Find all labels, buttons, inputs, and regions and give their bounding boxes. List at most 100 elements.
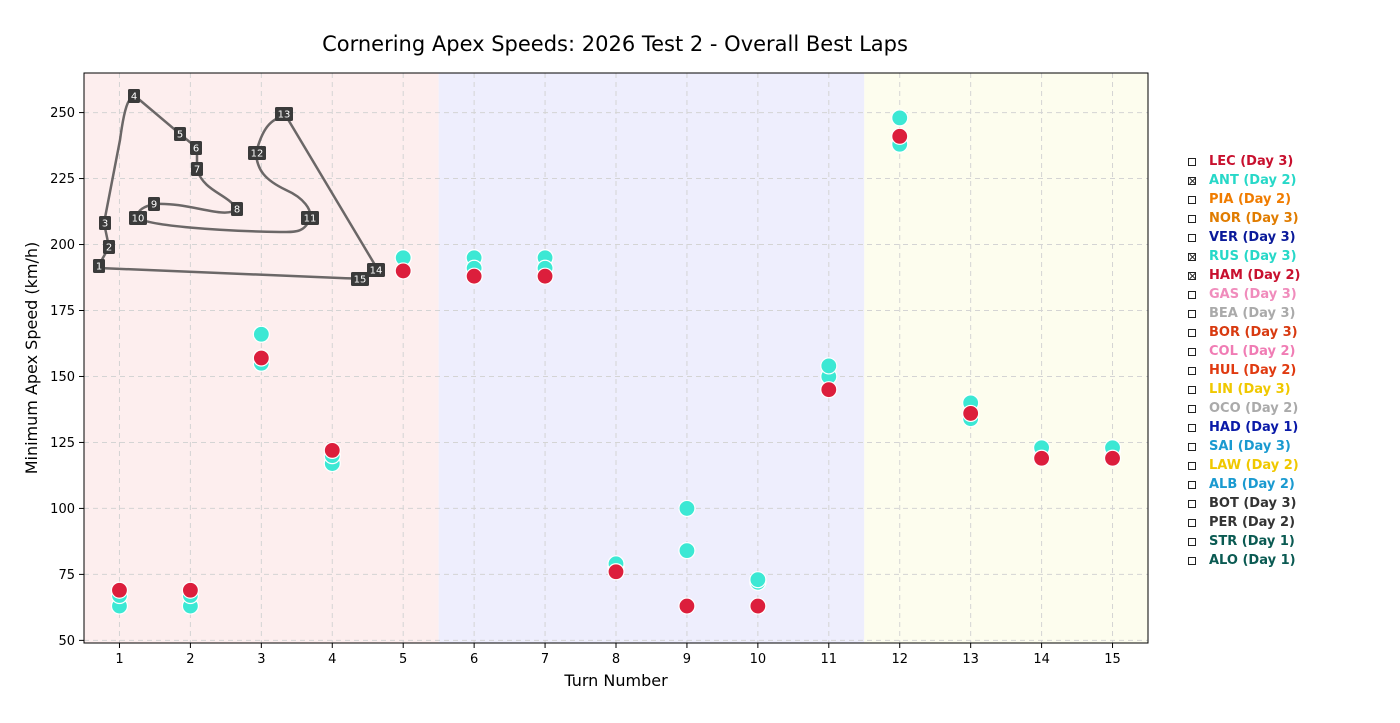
legend-item-gas[interactable]: GAS (Day 3)	[1188, 285, 1301, 304]
point-ham-turn-5	[394, 262, 412, 280]
y-tick-label: 200	[50, 238, 75, 253]
legend-item-alo[interactable]: ALO (Day 1)	[1188, 551, 1301, 570]
x-tick-label: 5	[399, 652, 407, 667]
track-corner-12: 12	[248, 146, 266, 160]
legend-item-pia[interactable]: PIA (Day 2)	[1188, 190, 1301, 209]
track-corner-badge	[351, 272, 369, 286]
point-rus-turn-11	[820, 357, 838, 375]
legend-item-col[interactable]: COL (Day 2)	[1188, 342, 1301, 361]
legend: LEC (Day 3) ANT (Day 2) PIA (Day 2) NOR (Da…	[1188, 152, 1301, 570]
track-corner-badge	[174, 127, 186, 141]
legend-item-sai[interactable]: SAI (Day 3)	[1188, 437, 1301, 456]
legend-checkbox[interactable]	[1188, 290, 1196, 299]
legend-checkbox[interactable]	[1188, 176, 1196, 185]
y-axis-label: Minimum Apex Speed (km/h)	[22, 242, 41, 475]
legend-label: GAS (Day 3)	[1209, 287, 1297, 302]
y-tick-label: 150	[50, 370, 75, 385]
x-tick-label: 14	[1033, 652, 1050, 667]
legend-item-ham[interactable]: HAM (Day 2)	[1188, 266, 1301, 285]
legend-checkbox[interactable]	[1188, 271, 1196, 280]
legend-checkbox[interactable]	[1188, 461, 1196, 470]
legend-item-ver[interactable]: VER (Day 3)	[1188, 228, 1301, 247]
legend-checkbox[interactable]	[1188, 366, 1196, 375]
track-corner-badge	[99, 216, 111, 230]
point-ham-turn-4	[323, 441, 341, 459]
x-tick-label: 2	[186, 652, 194, 667]
legend-item-bot[interactable]: BOT (Day 3)	[1188, 494, 1301, 513]
track-corner-15: 15	[351, 272, 369, 286]
legend-checkbox[interactable]	[1188, 442, 1196, 451]
track-outline	[97, 94, 380, 280]
legend-item-bor[interactable]: BOR (Day 3)	[1188, 323, 1301, 342]
legend-checkbox[interactable]	[1188, 252, 1196, 261]
track-corner-13: 13	[275, 107, 293, 121]
legend-checkbox[interactable]	[1188, 537, 1196, 546]
legend-item-ant[interactable]: ANT (Day 2)	[1188, 171, 1301, 190]
x-tick-label: 7	[541, 652, 549, 667]
legend-checkbox[interactable]	[1188, 499, 1196, 508]
legend-item-had[interactable]: HAD (Day 1)	[1188, 418, 1301, 437]
x-tick-label: 11	[821, 652, 838, 667]
legend-item-per[interactable]: PER (Day 2)	[1188, 513, 1301, 532]
track-corner-11: 11	[301, 211, 319, 225]
legend-checkbox[interactable]	[1188, 556, 1196, 565]
legend-item-lin[interactable]: LIN (Day 3)	[1188, 380, 1301, 399]
point-rus-turn-10	[749, 571, 767, 589]
track-corner-label: 14	[370, 266, 383, 277]
legend-label: ALO (Day 1)	[1209, 553, 1296, 568]
legend-label: ALB (Day 2)	[1209, 477, 1295, 492]
track-corner-label: 6	[193, 144, 199, 155]
track-corner-label: 5	[177, 130, 183, 141]
point-ham-turn-2	[181, 581, 199, 599]
legend-checkbox[interactable]	[1188, 347, 1196, 356]
chart-title: Cornering Apex Speeds: 2026 Test 2 - Ove…	[322, 32, 908, 56]
legend-checkbox[interactable]	[1188, 385, 1196, 394]
legend-checkbox[interactable]	[1188, 233, 1196, 242]
point-ham-turn-14	[1032, 449, 1051, 467]
track-corner-badge	[129, 211, 147, 225]
legend-checkbox[interactable]	[1188, 518, 1196, 527]
legend-checkbox[interactable]	[1188, 328, 1196, 337]
x-tick-label: 12	[891, 652, 908, 667]
legend-checkbox[interactable]	[1188, 309, 1196, 318]
point-ant-turn-9	[678, 542, 696, 560]
legend-item-lec[interactable]: LEC (Day 3)	[1188, 152, 1301, 171]
legend-checkbox[interactable]	[1188, 404, 1196, 413]
legend-label: BEA (Day 3)	[1209, 306, 1296, 321]
legend-item-hul[interactable]: HUL (Day 2)	[1188, 361, 1301, 380]
legend-checkbox[interactable]	[1188, 480, 1196, 489]
legend-label: HAD (Day 1)	[1209, 420, 1299, 435]
legend-label: BOT (Day 3)	[1209, 496, 1297, 511]
legend-label: PIA (Day 2)	[1209, 192, 1292, 207]
axis-ticks: 1 2 3 4 5 6 7 8 9 10 11 12 13 14 155075100125150175200…	[50, 106, 1121, 667]
track-corner-label: 1	[96, 262, 102, 273]
legend-label: HUL (Day 2)	[1209, 363, 1297, 378]
legend-label: LAW (Day 2)	[1209, 458, 1299, 473]
point-ham-turn-12	[891, 127, 909, 145]
legend-checkbox[interactable]	[1188, 423, 1196, 432]
y-tick-label: 225	[50, 172, 75, 187]
legend-item-str[interactable]: STR (Day 1)	[1188, 532, 1301, 551]
legend-item-oco[interactable]: OCO (Day 2)	[1188, 399, 1301, 418]
track-corner-badge	[93, 259, 105, 273]
legend-item-rus[interactable]: RUS (Day 3)	[1188, 247, 1301, 266]
y-tick-label: 50	[58, 634, 75, 649]
track-corner-14: 14	[367, 263, 385, 277]
legend-item-alb[interactable]: ALB (Day 2)	[1188, 475, 1301, 494]
y-tick-label: 100	[50, 502, 75, 517]
legend-checkbox[interactable]	[1188, 214, 1196, 223]
track-corner-8: 8	[231, 202, 243, 216]
legend-label: STR (Day 1)	[1209, 534, 1295, 549]
track-corner-badge	[191, 162, 203, 176]
legend-checkbox[interactable]	[1188, 157, 1196, 166]
x-tick-label: 8	[612, 652, 620, 667]
legend-checkbox[interactable]	[1188, 195, 1196, 204]
point-rus-turn-3	[252, 325, 270, 343]
legend-item-nor[interactable]: NOR (Day 3)	[1188, 209, 1301, 228]
legend-item-bea[interactable]: BEA (Day 3)	[1188, 304, 1301, 323]
legend-label: PER (Day 2)	[1209, 515, 1296, 530]
legend-item-law[interactable]: LAW (Day 2)	[1188, 456, 1301, 475]
legend-label: NOR (Day 3)	[1209, 211, 1299, 226]
point-rus-turn-12	[891, 109, 909, 127]
